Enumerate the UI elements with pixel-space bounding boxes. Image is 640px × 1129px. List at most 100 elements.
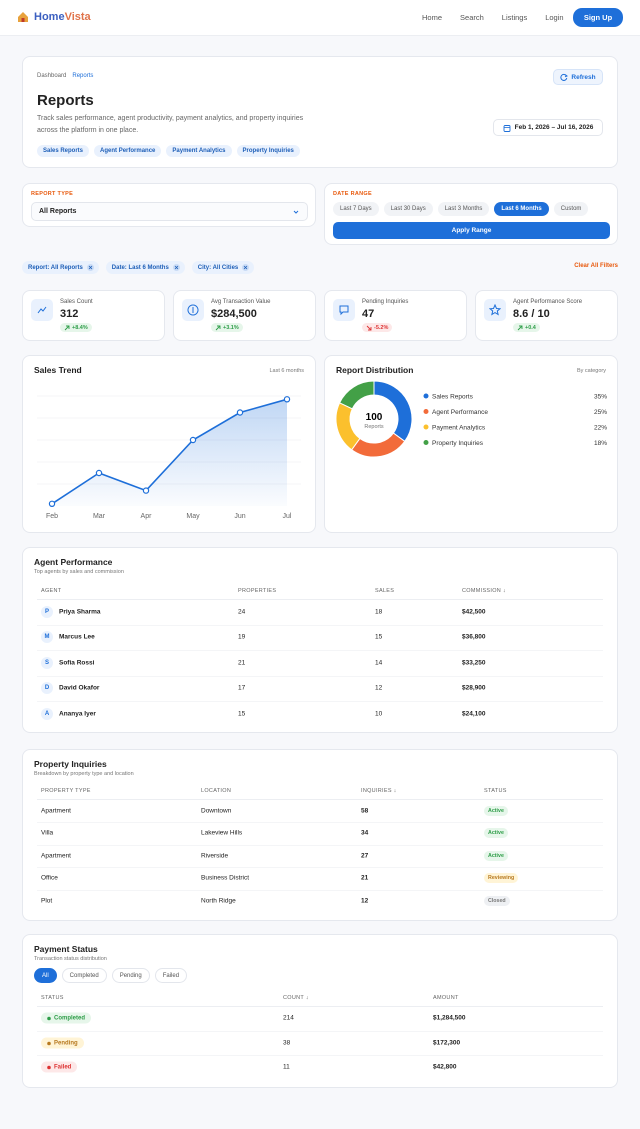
cell: 17	[238, 684, 246, 692]
x-tick-label: Mar	[93, 513, 106, 520]
report-type-value: All Reports	[39, 208, 77, 215]
kpi-value: 312	[60, 308, 79, 320]
report-type-select[interactable]: All Reports	[31, 202, 308, 221]
breadcrumb: Dashboard Reports	[37, 73, 93, 79]
range-option[interactable]: Last 30 Days	[383, 202, 433, 216]
legend-dot	[423, 409, 429, 414]
section-subtitle: Top agents by sales and commission	[34, 569, 124, 575]
tag[interactable]: Sales Reports	[37, 145, 90, 157]
trend-arrow-path	[64, 325, 70, 330]
legend-value: 35%	[594, 393, 607, 400]
area	[52, 399, 287, 506]
kpi-label: Agent Performance Score	[513, 299, 583, 305]
chip-close	[86, 264, 94, 271]
tab[interactable]: Pending	[111, 968, 150, 983]
agents-card: Agent Performance Top agents by sales an…	[22, 547, 618, 733]
row-divider	[37, 867, 603, 868]
column-header[interactable]: COMMISSION ↓	[462, 588, 506, 594]
legend-label: Agent Performance	[432, 409, 488, 416]
status-label: Active	[488, 808, 504, 814]
range-option[interactable]: Last 7 Days	[333, 202, 379, 216]
column-header[interactable]: SALES	[375, 588, 395, 594]
kpi-value: $284,500	[211, 308, 257, 320]
trend-arrow-path	[517, 325, 523, 330]
chart-title: Report Distribution	[336, 365, 414, 375]
brand[interactable]: HomeVista	[34, 11, 91, 23]
cell: $33,250	[462, 659, 486, 667]
column-header[interactable]: PROPERTY TYPE	[41, 788, 91, 794]
signup-button[interactable]: Sign Up	[573, 8, 623, 27]
status-badge: Reviewing	[484, 873, 519, 883]
column-header[interactable]: STATUS	[41, 995, 64, 1001]
column-header[interactable]: STATUS	[484, 788, 507, 794]
cell: 27	[361, 852, 369, 860]
row-divider	[37, 701, 603, 702]
trend-arrow	[366, 325, 372, 330]
filter-chip[interactable]: Report: All Reports	[22, 261, 99, 274]
cell: 21	[361, 874, 369, 882]
tab[interactable]: Failed	[154, 968, 188, 983]
range-option[interactable]: Last 3 Months	[437, 202, 490, 216]
date-range-button[interactable]: Feb 1, 2026 – Jul 16, 2026	[493, 119, 603, 136]
row-divider	[37, 1030, 603, 1032]
filter-chip[interactable]: Date: Last 6 Months	[105, 261, 185, 274]
column-header[interactable]: LOCATION	[201, 788, 232, 794]
section-subtitle: Breakdown by property type and location	[34, 771, 134, 777]
x-tick-label: Apr	[141, 513, 153, 520]
refresh-button[interactable]: Refresh	[553, 69, 603, 85]
row-divider	[37, 650, 603, 651]
column-header[interactable]: AGENT	[41, 588, 62, 594]
column-header[interactable]: INQUIRIES ↓	[361, 788, 397, 794]
tag[interactable]: Agent Performance	[94, 145, 162, 157]
brand-home: Home	[34, 11, 65, 23]
line-chart: Feb Mar Apr May Jun Jul	[37, 395, 301, 520]
nav-link[interactable]: Home	[422, 13, 443, 22]
range-options: Last 7 Days Last 30 Days Last 3 Months Last…	[333, 202, 589, 216]
legend-label: Payment Analytics	[432, 424, 486, 431]
column-header[interactable]: COUNT ↓	[283, 995, 309, 1001]
cell: 14	[375, 659, 383, 667]
kpi-card: Sales Count 312 +8.4%	[22, 290, 165, 341]
status-label: Reviewing	[488, 875, 515, 881]
legend-label: Sales Reports	[432, 393, 474, 400]
chip-close-x	[174, 265, 179, 270]
cell: Riverside	[201, 852, 229, 860]
status-label: Failed	[54, 1064, 72, 1070]
cell: 10	[375, 710, 383, 718]
cell: 34	[361, 829, 369, 837]
tab[interactable]: All	[34, 968, 57, 983]
status-label: Closed	[488, 898, 506, 904]
x-tick-label: Feb	[46, 513, 58, 520]
kpi-label: Sales Count	[60, 299, 93, 305]
x-tick-label: May	[186, 513, 200, 520]
kpi-change-value: +8.4%	[72, 324, 88, 331]
nav-link[interactable]: Listings	[501, 13, 528, 22]
row-divider	[37, 675, 603, 677]
column-header[interactable]: AMOUNT	[433, 995, 459, 1001]
range-option[interactable]: Custom	[553, 202, 589, 216]
row-divider	[37, 1055, 603, 1056]
chip-close-x	[243, 265, 248, 270]
clear-filters[interactable]: Clear All Filters	[574, 263, 618, 269]
nav-link[interactable]: Search	[460, 13, 484, 22]
agent-name: Priya Sharma	[59, 608, 101, 616]
range-option[interactable]: Last 6 Months	[494, 202, 549, 216]
apply-button[interactable]: Apply Range	[333, 222, 610, 239]
cell: Villa	[41, 829, 54, 837]
cell: 19	[238, 633, 246, 641]
tag[interactable]: Property Inquiries	[236, 145, 300, 157]
cell: Office	[41, 874, 58, 882]
cell: $28,900	[462, 684, 486, 692]
tag[interactable]: Payment Analytics	[166, 145, 232, 157]
sales-trend-card: Sales Trend Last 6 months Feb Mar Apr May Ju…	[22, 355, 316, 533]
kpi-label: Pending Inquiries	[362, 299, 409, 305]
chip-close	[172, 264, 180, 271]
row-divider	[37, 844, 603, 846]
donut-center-value: 100	[366, 412, 383, 423]
column-header[interactable]: PROPERTIES	[238, 588, 277, 594]
nav-link[interactable]: Login	[545, 13, 564, 22]
filter-chip[interactable]: City: All Cities	[191, 261, 255, 274]
tab[interactable]: Completed	[61, 968, 107, 983]
status-badge: Completed	[41, 1012, 92, 1024]
crumb[interactable]: Dashboard	[37, 73, 67, 79]
